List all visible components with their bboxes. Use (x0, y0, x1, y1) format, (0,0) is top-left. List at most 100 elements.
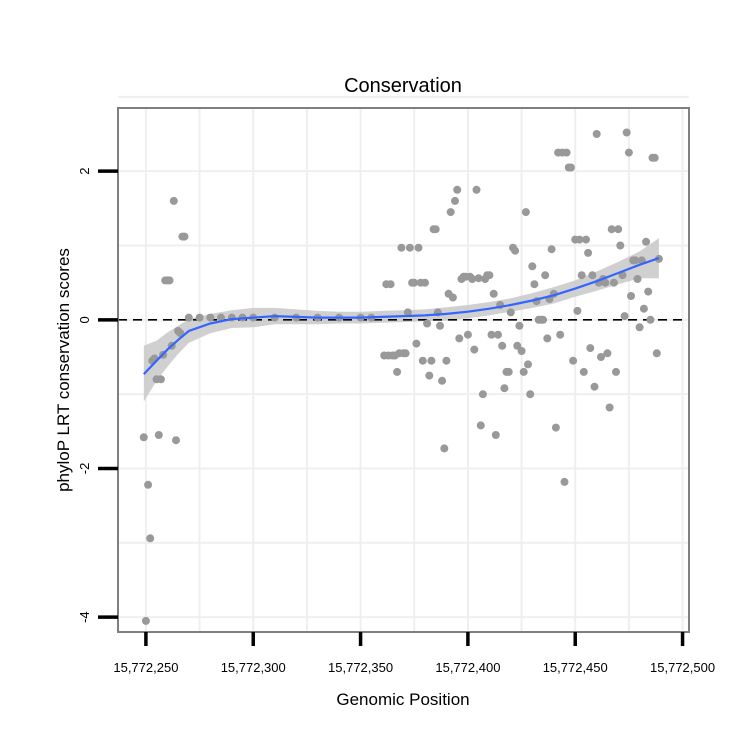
data-point (156, 375, 165, 384)
data-point (644, 287, 653, 296)
data-points (139, 128, 663, 625)
data-point (528, 262, 537, 271)
data-point (442, 356, 451, 365)
x-axis: 15,772,250 15,772,300 15,772,350 15,772,400… (113, 632, 715, 675)
data-point (547, 245, 556, 254)
data-point (468, 275, 477, 283)
data-point (410, 278, 419, 287)
data-point (530, 280, 539, 289)
data-point (633, 275, 642, 283)
y-axis-label: phyloP LRT conservation scores (54, 248, 73, 492)
data-point (504, 367, 513, 376)
data-point (438, 376, 447, 385)
x-axis-label: Genomic Position (336, 690, 469, 709)
x-tick-label: 15,772,350 (328, 660, 393, 675)
data-point (489, 289, 498, 298)
data-point (635, 323, 644, 332)
data-point (622, 128, 631, 137)
data-point (612, 367, 620, 376)
data-point (521, 208, 530, 217)
data-point (560, 477, 569, 486)
x-tick-label: 15,772,500 (650, 660, 715, 675)
data-point (515, 321, 524, 330)
x-tick-label: 15,772,400 (435, 660, 500, 675)
y-tick-label: 0 (77, 316, 92, 323)
data-point (448, 293, 457, 302)
data-point (487, 330, 496, 339)
data-point (541, 271, 550, 280)
data-point (519, 367, 528, 376)
data-point (569, 356, 578, 365)
data-point (506, 308, 515, 317)
data-point (573, 306, 582, 315)
data-point (165, 276, 174, 285)
data-point (184, 313, 193, 322)
y-axis: -4 -2 0 2 (77, 168, 118, 623)
data-point (605, 403, 614, 412)
data-point (577, 271, 586, 280)
data-point (517, 347, 526, 355)
x-tick-label: 15,772,450 (543, 660, 608, 675)
data-point (543, 334, 552, 343)
data-point (472, 185, 481, 194)
data-point (427, 356, 436, 365)
confidence-band (143, 238, 659, 402)
data-point (603, 349, 612, 358)
data-point (393, 367, 402, 376)
data-point (195, 313, 204, 322)
data-point (597, 353, 605, 361)
data-point (414, 243, 423, 252)
data-point (217, 313, 225, 322)
data-point (169, 196, 178, 205)
data-point (601, 278, 610, 287)
data-point (478, 390, 487, 399)
x-tick-label: 15,772,250 (113, 660, 178, 675)
data-point (463, 330, 472, 339)
data-point (139, 433, 148, 442)
data-point (270, 313, 279, 322)
data-point (453, 185, 462, 194)
data-point (180, 232, 189, 241)
panel-border (117, 107, 690, 633)
data-point (616, 241, 625, 250)
data-point (431, 225, 440, 234)
data-point (627, 292, 635, 300)
data-point (579, 367, 588, 376)
data-point (526, 390, 535, 399)
data-point (498, 341, 507, 350)
data-point (624, 148, 633, 157)
data-point (511, 246, 520, 255)
data-point (144, 480, 153, 489)
data-point (146, 534, 155, 543)
chart-title: Conservation (344, 75, 462, 97)
data-point (590, 382, 599, 391)
data-point (172, 436, 180, 445)
grid (118, 95, 689, 632)
data-point (412, 339, 421, 348)
data-point (652, 349, 661, 358)
data-point (575, 235, 584, 244)
data-point (614, 225, 623, 234)
data-point (609, 278, 618, 287)
data-point (500, 384, 509, 393)
data-point (584, 248, 593, 257)
y-tick-label: -2 (77, 463, 92, 475)
data-point (524, 360, 532, 369)
data-point (401, 349, 410, 358)
data-point (485, 271, 494, 280)
data-point (418, 356, 427, 365)
data-point (421, 278, 429, 287)
data-point (436, 321, 444, 330)
confidence-band-layer (143, 238, 659, 402)
data-point (562, 148, 571, 157)
smooth-line (143, 257, 660, 375)
data-point (446, 208, 455, 217)
data-point (556, 330, 565, 339)
data-point (494, 330, 502, 339)
smooth-line-layer (143, 257, 660, 375)
data-point (586, 344, 595, 353)
data-point (386, 280, 395, 289)
data-point (141, 616, 150, 625)
y-tick-label: 2 (77, 168, 92, 175)
